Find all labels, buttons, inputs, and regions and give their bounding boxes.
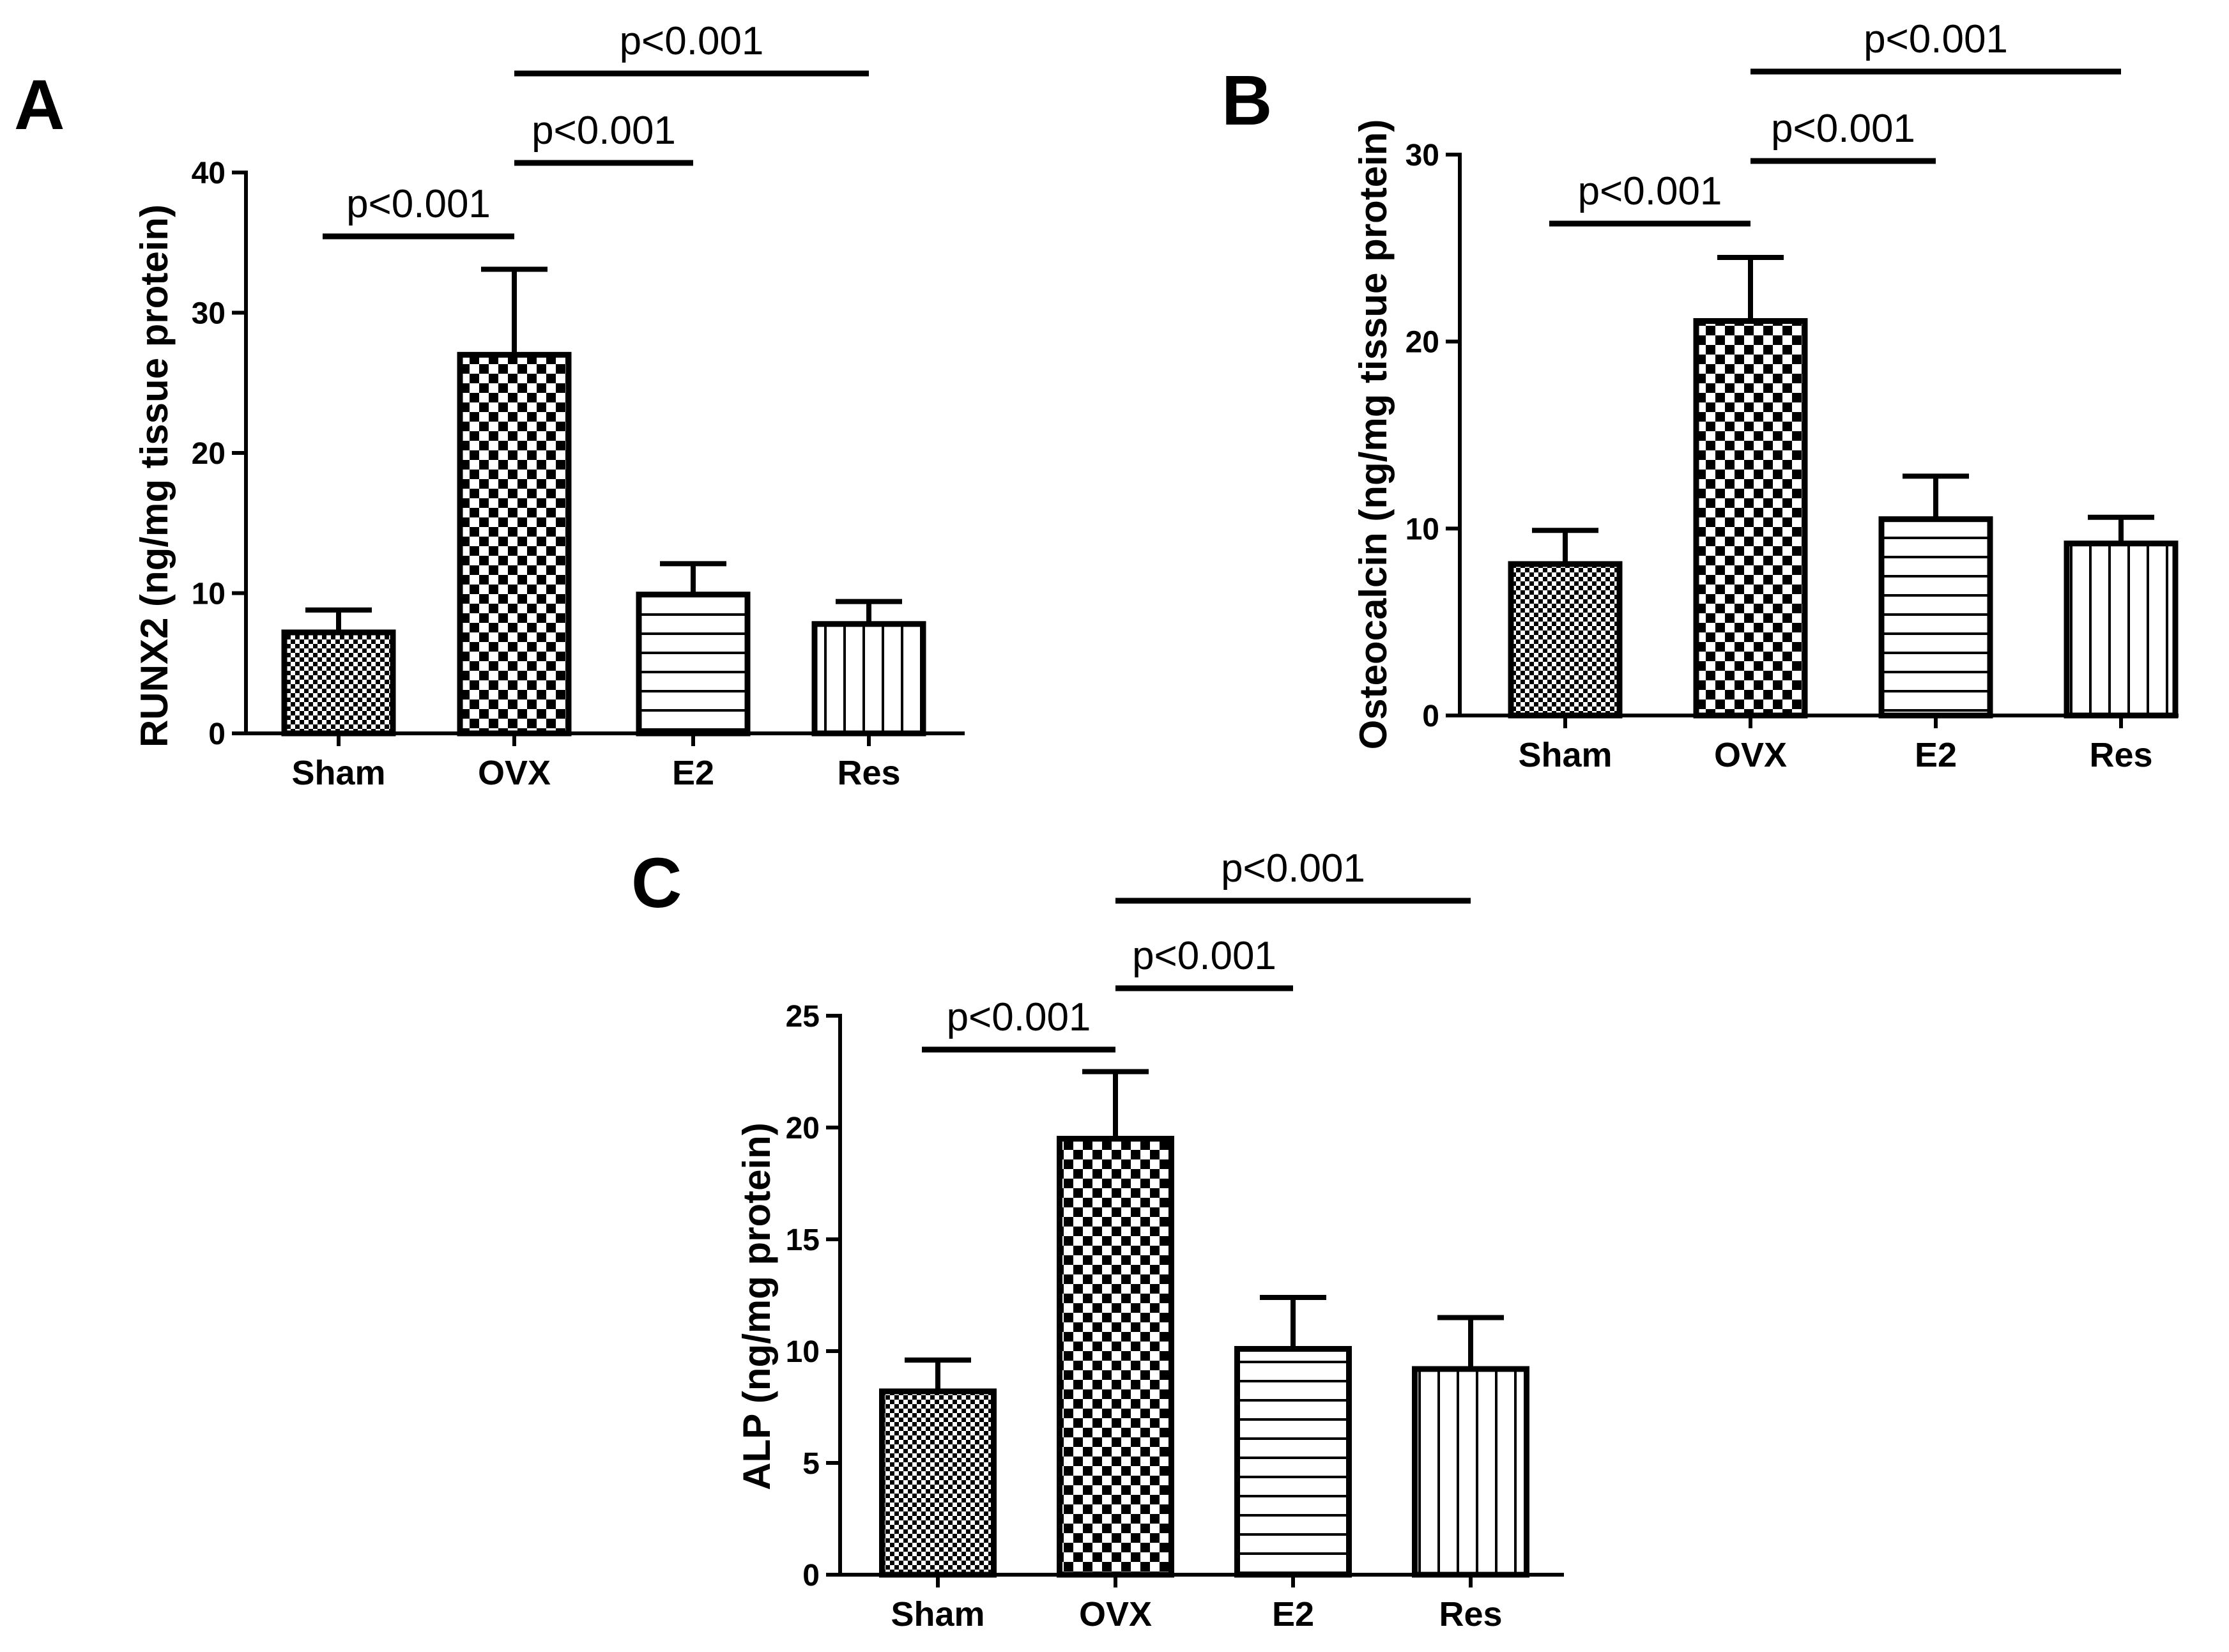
panel-c-significance-label: p<0.001	[947, 995, 1091, 1039]
panel-b-significance-label: p<0.001	[1771, 107, 1915, 151]
panel-c-y-tick-label: 0	[802, 1559, 820, 1593]
panel-a-significance-label: p<0.001	[346, 182, 491, 226]
panel-c-category-label: E2	[1272, 1595, 1314, 1633]
panel-b-bar-ovx	[1693, 317, 1808, 719]
panel-a-y-tick-label: 30	[192, 297, 226, 331]
panel-a-y-tick-label: 40	[192, 157, 226, 190]
panel-b-category-label: E2	[1915, 736, 1957, 774]
panel-c-y-tick-label: 20	[786, 1112, 820, 1145]
panel-b-significance-label: p<0.001	[1578, 169, 1722, 213]
panel-b-significance-label: p<0.001	[1864, 17, 2008, 61]
panel-c-category-label: Res	[1439, 1595, 1502, 1633]
panel-b-y-axis-title: Osteocalcin (ng/mg tissue protein)	[1352, 119, 1395, 750]
panel-b-bar-res	[2064, 540, 2179, 719]
panel-c-bar-sham	[879, 1388, 997, 1578]
panel-a-bar-e2	[636, 592, 751, 737]
panel-a-category-label: E2	[672, 754, 714, 792]
panel-c-y-tick-label: 5	[802, 1447, 820, 1481]
panel-a-significance-label: p<0.001	[532, 109, 676, 153]
panel-c-category-label: Sham	[891, 1595, 984, 1633]
panel-a-y-tick-label: 10	[192, 577, 226, 611]
panel-c-y-tick-label: 25	[786, 1000, 820, 1034]
panel-b-y-tick-label: 30	[1406, 139, 1439, 172]
panel-c-bar-e2	[1234, 1346, 1352, 1578]
panel-a-bar-res	[811, 621, 926, 737]
panel-a: A RUNX2 (ng/mg tissue protein) 0 10 20 30 40…	[14, 19, 965, 792]
panel-b-letter: B	[1222, 61, 1272, 140]
panel-a-category-label: Res	[837, 754, 900, 792]
panel-b-bar-sham	[1508, 561, 1623, 719]
panel-c-category-label: OVX	[1079, 1595, 1152, 1633]
panel-c-y-tick-label: 10	[786, 1335, 820, 1369]
panel-a-y-tick-label: 0	[208, 717, 226, 751]
panel-c-bar-ovx	[1057, 1136, 1174, 1578]
panel-c-significance-label: p<0.001	[1221, 846, 1365, 891]
panel-b: B Osteocalcin (ng/mg tissue protein) 0 10…	[1222, 17, 2179, 774]
panel-a-bar-ovx	[457, 351, 572, 737]
panel-a-y-axis-title: RUNX2 (ng/mg tissue protein)	[133, 204, 176, 747]
panel-c-bar-res	[1412, 1366, 1529, 1578]
panel-a-significance-label: p<0.001	[620, 19, 764, 63]
panel-c-significance-label: p<0.001	[1132, 934, 1276, 978]
panel-b-bar-e2	[1878, 516, 1993, 719]
panel-b-category-label: Res	[2089, 736, 2152, 774]
panel-b-category-label: OVX	[1714, 736, 1787, 774]
panel-a-letter: A	[14, 66, 65, 144]
panel-b-y-tick-label: 10	[1406, 512, 1439, 546]
panel-c-letter: C	[631, 844, 682, 922]
panel-a-y-tick-label: 20	[192, 437, 226, 471]
panel-a-category-label: OVX	[478, 754, 551, 792]
panel-c: C ALP (ng/mg protein) 0 5 10 15 20 25 Sham OVX E…	[631, 844, 1564, 1633]
panel-a-category-label: Sham	[291, 754, 385, 792]
panel-b-y-tick-label: 0	[1422, 700, 1439, 733]
panel-c-y-axis-title: ALP (ng/mg protein)	[735, 1122, 778, 1490]
panel-b-y-tick-label: 20	[1406, 326, 1439, 360]
panel-c-y-tick-label: 15	[786, 1223, 820, 1257]
panel-a-bar-sham	[281, 629, 396, 737]
panel-b-category-label: Sham	[1518, 736, 1612, 774]
